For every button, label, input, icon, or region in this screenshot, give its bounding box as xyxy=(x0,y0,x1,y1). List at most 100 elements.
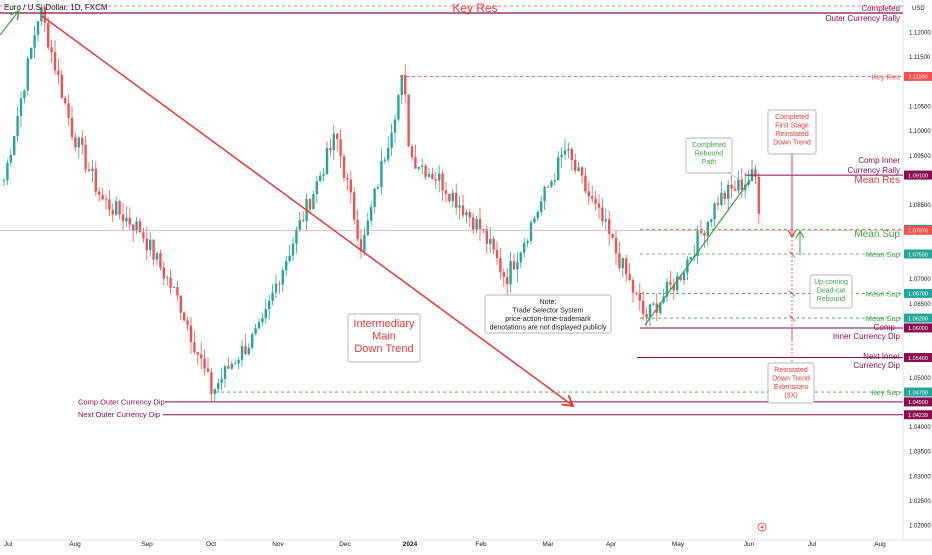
price-tag-label: 1.06700 xyxy=(908,292,928,298)
candle xyxy=(635,292,638,294)
candle xyxy=(87,169,91,171)
comp-inner-label: Comp Inner xyxy=(858,156,900,165)
candle xyxy=(421,165,424,167)
mean-sup-label: Mean Sup xyxy=(866,250,900,259)
candle xyxy=(468,212,471,218)
candle xyxy=(261,318,264,323)
candle xyxy=(390,132,393,148)
price-tag-label: 1.04500 xyxy=(908,400,928,406)
candle xyxy=(234,363,237,365)
candle xyxy=(689,257,692,260)
candle xyxy=(546,186,550,188)
candle xyxy=(70,117,74,138)
candle xyxy=(359,239,363,252)
candle xyxy=(91,168,94,171)
candle xyxy=(737,179,740,191)
mean-sup-label: Mean Sup xyxy=(866,289,900,298)
next-inner-dip-label: Next Inner xyxy=(863,352,900,361)
candle xyxy=(251,333,254,348)
y-tick-label: 1.09500 xyxy=(909,154,931,160)
candle xyxy=(291,243,295,256)
note-text: Trade Selector System xyxy=(513,308,584,315)
candle xyxy=(550,181,553,187)
candle xyxy=(672,284,675,291)
y-tick-label: 1.10500 xyxy=(909,105,931,111)
candle xyxy=(621,258,624,269)
candle xyxy=(322,174,325,176)
candle xyxy=(659,302,662,313)
candle xyxy=(380,160,383,188)
candle xyxy=(584,175,587,192)
candle xyxy=(400,74,403,96)
candle xyxy=(152,239,155,260)
candle xyxy=(682,272,686,281)
candle xyxy=(628,274,631,281)
candle xyxy=(33,35,36,48)
intermediary-text: Main xyxy=(372,331,396,343)
candle xyxy=(580,167,584,176)
reinstated-downtrend-box xyxy=(767,362,815,404)
completed-rebound-box xyxy=(685,137,733,174)
price-tag xyxy=(904,288,932,298)
candle xyxy=(754,169,757,177)
extension-mark xyxy=(788,290,796,297)
candle xyxy=(696,230,699,257)
candle xyxy=(128,217,131,225)
y-tick-label: 1.11500 xyxy=(909,55,931,61)
candle xyxy=(356,219,359,240)
candle xyxy=(410,146,414,158)
candle xyxy=(244,346,247,355)
currency-label: USD xyxy=(912,6,925,12)
candle xyxy=(604,219,607,222)
y-tick-label: 1.07000 xyxy=(909,277,931,283)
candle xyxy=(264,309,267,319)
candle xyxy=(189,325,193,342)
candle xyxy=(540,201,543,212)
candle xyxy=(135,221,138,231)
candle xyxy=(206,368,210,372)
key-res-top-label: Key Res xyxy=(452,1,497,15)
candle xyxy=(591,196,594,199)
candle xyxy=(67,103,70,118)
candle xyxy=(631,280,635,293)
completed-first-stage-text: Down Trend xyxy=(773,140,811,147)
candle xyxy=(625,258,628,275)
x-tick-label: May xyxy=(672,541,685,548)
comp-inner-dip-label: Inner Currency Dip xyxy=(833,332,901,341)
candle xyxy=(373,188,376,208)
x-tick-label: Jul xyxy=(4,541,13,548)
candle xyxy=(94,168,97,192)
upcoming-rebound-box xyxy=(809,274,853,309)
note-text: price-action-time-trademark xyxy=(505,316,591,323)
candle xyxy=(699,230,703,233)
comp-inner-dip-label: Comp xyxy=(874,323,896,332)
candle xyxy=(642,300,645,314)
candle xyxy=(2,180,6,182)
candle xyxy=(574,159,577,171)
key-res-right-label: Key Res xyxy=(872,72,901,81)
intermediary-box xyxy=(347,313,421,363)
x-tick-label: Aug xyxy=(69,541,81,548)
reinstated-downtrend-text: (3X) xyxy=(784,393,797,400)
candle xyxy=(485,229,488,244)
candle xyxy=(431,173,434,180)
price-tag-label: 1.04239 xyxy=(908,413,928,419)
candle xyxy=(271,292,274,301)
completed-rebound-text: Rebound xyxy=(695,151,724,158)
rebound-trendline xyxy=(644,179,751,326)
main-downtrend-arrow xyxy=(41,15,572,405)
candle xyxy=(84,144,87,170)
candle xyxy=(577,167,580,171)
candle xyxy=(427,173,431,177)
candle xyxy=(77,137,80,148)
candle xyxy=(145,238,148,251)
candle xyxy=(533,218,536,223)
candle xyxy=(489,238,492,244)
candle xyxy=(676,276,679,291)
candle xyxy=(448,193,451,202)
candle xyxy=(336,133,339,140)
candle xyxy=(47,22,50,48)
candle xyxy=(492,238,495,250)
